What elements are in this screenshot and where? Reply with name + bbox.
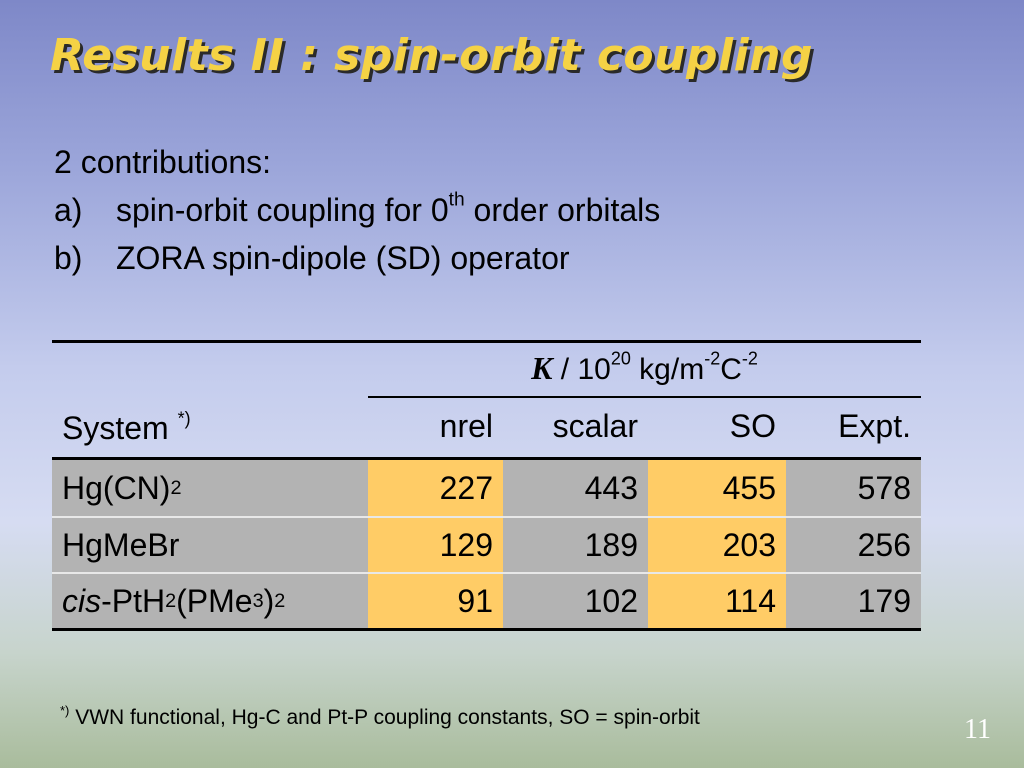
- table-top-rule: [52, 340, 921, 343]
- footnote: *) VWN functional, Hg-C and Pt-P couplin…: [60, 703, 700, 729]
- table-cell-scalar: 443: [503, 460, 648, 516]
- item-text: ZORA spin-dipole (SD) operator: [116, 240, 570, 276]
- item-marker: b): [54, 240, 83, 276]
- table-cell-scalar: 189: [503, 516, 648, 572]
- group-header-rule: [368, 396, 921, 398]
- table-cell-expt: 179: [786, 572, 921, 628]
- column-header-scalar: scalar: [552, 408, 638, 444]
- intro-item-b: b) ZORA spin-dipole (SD) operator: [54, 234, 660, 282]
- table-cell-scalar: 102: [503, 572, 648, 628]
- table-cell-so: 455: [648, 460, 786, 516]
- table-row-system: cis -PtH 2 (PMe 3) 2: [52, 572, 368, 628]
- table-row-system: HgMeBr: [52, 516, 368, 572]
- intro-heading: 2 contributions:: [54, 144, 272, 180]
- table-row-system: Hg(CN) 2: [52, 460, 368, 516]
- table-cell-nrel: 91: [368, 572, 503, 628]
- slide-number: 11: [964, 714, 991, 745]
- intro-item-a: a) spin-orbit coupling for 0th order orb…: [54, 186, 660, 234]
- item-marker: a): [54, 192, 83, 228]
- table-cell-expt: 578: [786, 460, 921, 516]
- slide-title: Results II : spin-orbit coupling: [50, 30, 813, 81]
- column-header-so: SO: [729, 408, 776, 444]
- table-body: Hg(CN) 2 227 443 455 578 HgMeBr 129 189 2…: [52, 460, 921, 628]
- table-cell-so: 114: [648, 572, 786, 628]
- table-cell-expt: 256: [786, 516, 921, 572]
- k-unit-header: K / 1020 kg/m-2C-2: [531, 348, 758, 386]
- column-header-expt: Expt.: [838, 408, 911, 444]
- table-cell-nrel: 129: [368, 516, 503, 572]
- column-header-nrel: nrel: [439, 408, 493, 444]
- item-text: spin-orbit coupling for 0th order orbita…: [116, 189, 661, 228]
- system-column-header: System *): [62, 408, 191, 446]
- header-bottom-rule: [52, 457, 921, 460]
- table-cell-nrel: 227: [368, 460, 503, 516]
- table-bottom-rule: [52, 628, 921, 631]
- intro-text: 2 contributions: a) spin-orbit coupling …: [54, 138, 660, 282]
- table-cell-so: 203: [648, 516, 786, 572]
